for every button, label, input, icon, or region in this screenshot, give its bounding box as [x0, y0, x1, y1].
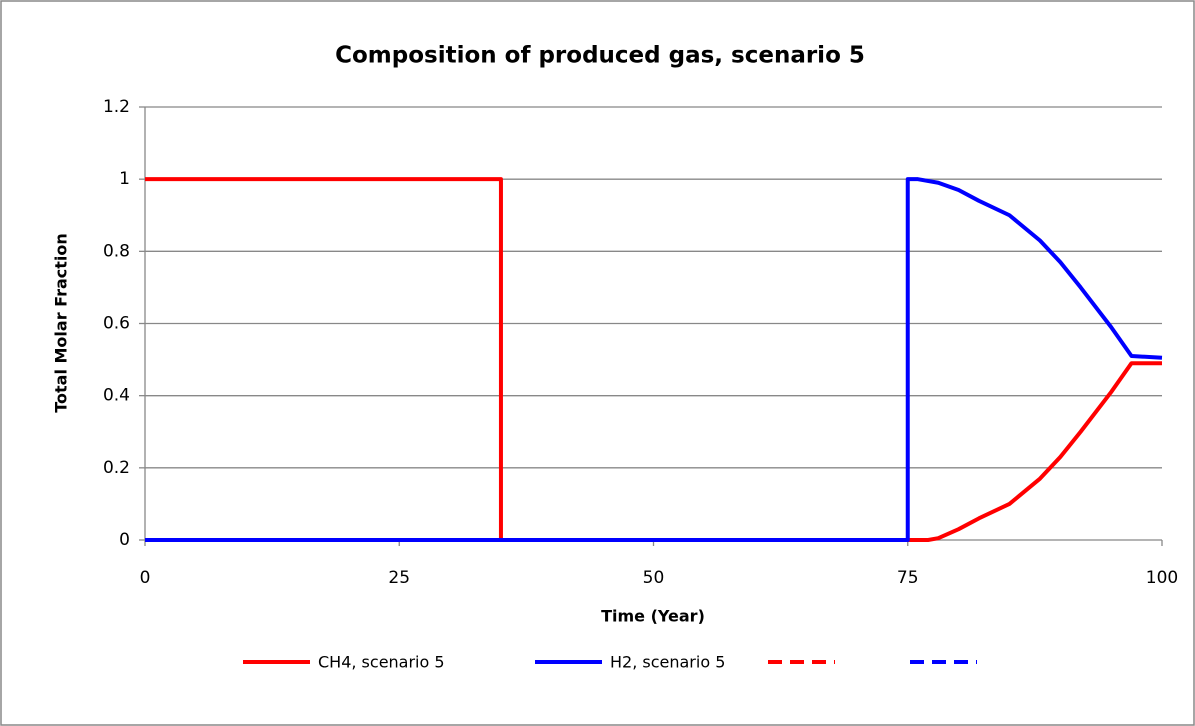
y-tick-label: 1.2 — [103, 97, 130, 117]
series-line — [145, 177, 1163, 542]
legend-label: H2, scenario 5 — [610, 653, 725, 672]
y-tick-label: 0 — [119, 530, 130, 550]
y-tick-label: 0.6 — [103, 314, 130, 334]
x-axis-label: Time (Year) — [601, 607, 705, 626]
y-tick-label: 0.2 — [103, 458, 130, 478]
y-axis-label: Total Molar Fraction — [52, 233, 71, 413]
legend-label: CH4, scenario 5 — [318, 653, 445, 672]
y-tick-label: 0.8 — [103, 241, 130, 261]
x-tick-label: 100 — [1146, 568, 1178, 588]
y-tick-label: 1 — [119, 169, 130, 189]
y-tick-label: 0.4 — [103, 386, 130, 406]
x-tick-label: 25 — [388, 568, 410, 588]
x-tick-label: 75 — [897, 568, 919, 588]
chart-title: Composition of produced gas, scenario 5 — [335, 43, 865, 69]
x-tick-label: 0 — [140, 568, 151, 588]
x-tick-label: 50 — [643, 568, 665, 588]
